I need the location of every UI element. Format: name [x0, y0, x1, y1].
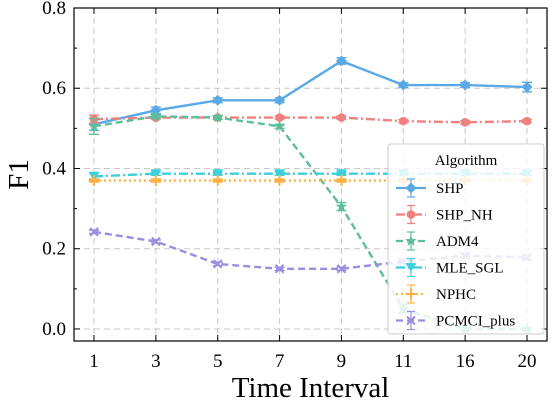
data-point [398, 116, 408, 126]
legend-marker [405, 235, 417, 246]
data-point [335, 175, 347, 187]
data-point [459, 79, 471, 91]
legend-marker [406, 315, 416, 326]
legend-item: PCMCI_plus [396, 310, 515, 331]
legend-label: ADM4 [436, 234, 479, 250]
y-tick-label: 0.4 [42, 158, 66, 179]
legend-label: SHP [436, 181, 464, 197]
data-point [213, 259, 223, 269]
y-tick-label: 0.6 [42, 78, 66, 99]
legend-title: Algorithm [435, 153, 498, 169]
legend-item: NPHC [396, 284, 476, 304]
legend-marker [405, 263, 417, 272]
data-point [151, 236, 161, 247]
data-point [337, 113, 346, 122]
data-point [335, 55, 347, 67]
data-point [150, 104, 162, 116]
data-point [274, 264, 285, 274]
data-point [521, 81, 533, 93]
legend-marker [405, 182, 417, 194]
legend-marker [405, 288, 417, 300]
data-point [397, 79, 409, 91]
legend-label: PCMCI_plus [436, 314, 515, 330]
x-tick-label: 16 [456, 351, 475, 372]
x-tick-label: 9 [337, 351, 347, 372]
data-point [88, 120, 100, 132]
data-point [274, 94, 286, 106]
data-point [522, 116, 532, 126]
data-point [335, 200, 348, 212]
legend-item: ADM4 [396, 231, 479, 251]
x-tick-label: 11 [394, 351, 412, 372]
y-axis-title: F1 [3, 159, 35, 190]
data-point [150, 169, 162, 179]
x-tick-label: 20 [518, 351, 537, 372]
x-tick-label: 7 [275, 351, 285, 372]
data-point [273, 120, 286, 132]
legend-marker [406, 210, 416, 219]
x-tick-label: 3 [151, 351, 161, 372]
y-tick-label: 0.8 [42, 0, 66, 19]
legend-item: SHP_NH [396, 204, 493, 225]
data-point [212, 111, 224, 123]
data-point [460, 118, 470, 127]
legend-items: SHP SHP_NH ADM4 MLE_SGL NPHC PCMCI_plus [396, 178, 515, 331]
data-point [335, 169, 347, 179]
x-tick-label: 5 [213, 351, 223, 372]
x-axis-title: Time Interval [232, 372, 390, 404]
ticks: 0.0 0.2 0.4 0.6 0.8 1 3 5 7 9 11 16 20 [42, 0, 547, 372]
legend-item: MLE_SGL [396, 257, 504, 278]
legend-box [387, 143, 545, 335]
data-point [274, 175, 286, 187]
y-tick-label: 0.2 [42, 239, 66, 260]
data-point [275, 113, 284, 122]
plot-frame [73, 7, 548, 342]
data-point [150, 175, 162, 187]
legend: Algorithm SHP SHP_NH ADM4 MLE_SGL NPHC PCMCI_… [387, 143, 545, 335]
data-point [212, 169, 224, 179]
legend-label: SHP_NH [436, 208, 493, 224]
legend-label: NPHC [436, 287, 476, 303]
legend-item: SHP [396, 178, 464, 198]
y-tick-label: 0.0 [42, 319, 66, 340]
data-point [336, 264, 347, 274]
series-line [93, 59, 528, 126]
data-point [274, 169, 286, 179]
data-point [88, 175, 100, 187]
data-point [212, 94, 224, 106]
x-tick-label: 1 [89, 351, 99, 372]
data-point [212, 175, 224, 187]
legend-label: MLE_SGL [436, 261, 504, 277]
data-point [89, 227, 99, 237]
data-point [150, 110, 162, 122]
